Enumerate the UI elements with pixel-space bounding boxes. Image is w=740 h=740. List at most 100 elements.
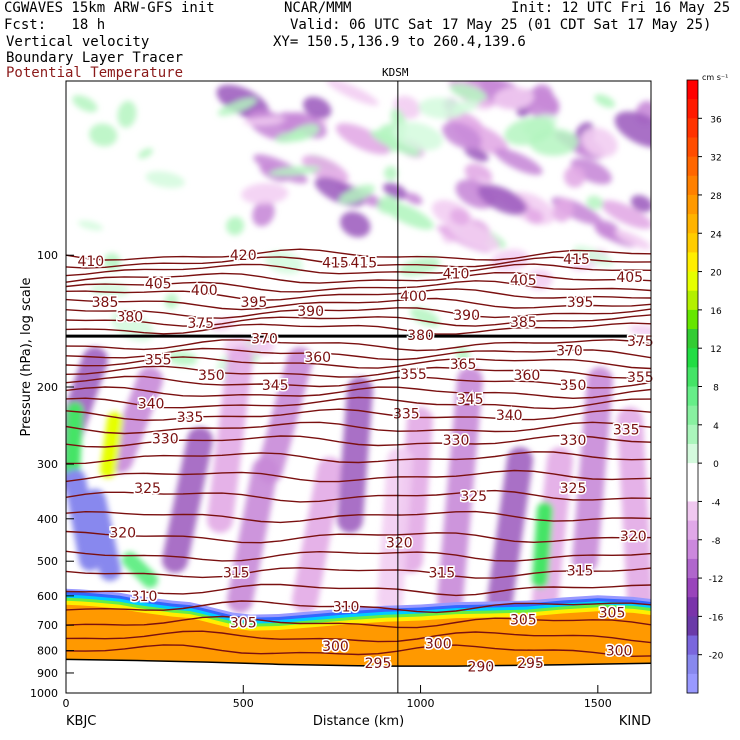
theta-label: 330	[443, 433, 470, 449]
theta-contour	[65, 339, 652, 352]
velocity-cell	[275, 131, 307, 143]
theta-label: 335	[613, 422, 640, 438]
velocity-cell	[377, 195, 399, 214]
velocity-cell	[72, 95, 98, 113]
colorbar-bin	[687, 348, 698, 368]
theta-contour	[65, 375, 652, 389]
wave-band	[617, 407, 651, 613]
theta-label: 320	[386, 535, 413, 551]
terrain-line	[66, 658, 651, 667]
velocity-cell	[326, 81, 379, 106]
theta-label: 365	[450, 357, 477, 373]
velocity-cell	[111, 310, 154, 342]
velocity-cell	[464, 146, 489, 162]
xy-range: XY= 150.5,136.9 to 260.4,139.6	[273, 34, 526, 50]
colorbar-unit: cm s⁻¹	[702, 73, 728, 82]
colorbar-bin	[687, 99, 698, 119]
y-tick-label: 200	[37, 381, 58, 394]
theta-contour	[65, 421, 652, 435]
colorbar-tick-label: 20	[710, 269, 722, 279]
colorbar-bin	[687, 233, 698, 253]
field-boundary-layer-tracer: Boundary Layer Tracer	[6, 50, 184, 66]
colorbar-bin	[687, 80, 698, 100]
model-title: CGWAVES 15km ARW-GFS init	[4, 0, 215, 16]
station-right-label: KIND	[619, 714, 651, 729]
colorbar-tick-label: -4	[712, 498, 721, 508]
velocity-cell	[399, 257, 441, 276]
colorbar-bin	[687, 156, 698, 177]
colorbar-tick-label: 16	[710, 307, 722, 317]
wave-band	[487, 447, 533, 613]
velocity-cell	[594, 94, 616, 108]
theta-label: 405	[510, 273, 537, 289]
theta-contour	[65, 408, 652, 422]
field-potential-temperature: Potential Temperature	[6, 65, 184, 81]
colorbar-bin	[687, 463, 698, 483]
theta-contour	[65, 644, 652, 658]
colorbar-bin	[687, 137, 698, 158]
velocity-cell	[552, 198, 574, 223]
velocity-cell	[570, 158, 612, 185]
theta-label: 325	[134, 481, 161, 497]
theta-label: 405	[616, 270, 643, 286]
theta-contour	[65, 583, 652, 597]
velocity-cell	[164, 293, 179, 309]
org-label: NCAR/MMM	[284, 0, 352, 16]
theta-label: 355	[145, 352, 172, 368]
valid-time: Valid: 06 UTC Sat 17 May 25 (01 CDT Sat …	[290, 17, 712, 33]
theta-label: 295	[365, 656, 392, 672]
theta-contour	[65, 567, 652, 579]
wave-band	[572, 367, 613, 573]
theta-label: 400	[191, 283, 218, 299]
theta-contour	[65, 489, 652, 503]
colorbar-bin	[687, 424, 698, 445]
velocity-cell	[383, 182, 408, 200]
velocity-cell	[302, 96, 332, 119]
theta-label: 355	[627, 370, 654, 386]
theta-label: 370	[251, 332, 278, 348]
theta-label: 410	[77, 254, 104, 270]
velocity-cell	[90, 282, 130, 298]
colorbar-bin	[687, 405, 698, 426]
theta-label: 330	[560, 433, 587, 449]
theta-contour	[65, 356, 652, 370]
velocity-cell	[138, 148, 153, 159]
colorbar-tick-label: -16	[709, 613, 724, 623]
y-tick-label: 500	[37, 555, 58, 568]
wave-band	[337, 377, 373, 533]
wave-band	[227, 457, 278, 613]
theta-contour	[65, 451, 652, 465]
wave-band	[162, 427, 213, 573]
velocity-cell	[449, 83, 488, 102]
velocity-cell	[490, 249, 530, 272]
theta-contour	[65, 297, 652, 311]
velocity-cell	[504, 117, 555, 146]
velocity-cell	[167, 351, 198, 366]
theta-label: 320	[620, 529, 647, 545]
theta-contour	[65, 550, 652, 562]
updraft-band	[122, 552, 158, 588]
theta-contour	[65, 314, 652, 327]
velocity-cell	[494, 148, 543, 175]
theta-label: 395	[567, 295, 594, 311]
colorbar-tick-label: 8	[713, 384, 719, 394]
velocity-cell	[586, 195, 604, 210]
colorbar-bin	[687, 654, 698, 675]
station-mid-label: KDSM	[382, 66, 409, 79]
theta-label: 360	[514, 368, 541, 384]
theta-label: 350	[560, 378, 587, 394]
y-tick-label: 300	[37, 458, 58, 471]
colorbar-bin	[687, 386, 698, 407]
velocity-cell	[418, 97, 465, 119]
x-axis-label: Distance (km)	[313, 714, 404, 729]
theta-label: 390	[453, 308, 480, 324]
terrain-below-ground	[66, 659, 651, 693]
velocity-cell	[370, 130, 421, 157]
theta-label: 320	[109, 526, 136, 542]
y-axis-label: Pressure (hPa), log scale	[19, 278, 34, 437]
theta-contour	[65, 280, 652, 293]
theta-label: 340	[496, 408, 523, 424]
theta-contour	[65, 347, 652, 361]
velocity-cell	[117, 100, 137, 128]
theta-contour	[65, 600, 652, 614]
